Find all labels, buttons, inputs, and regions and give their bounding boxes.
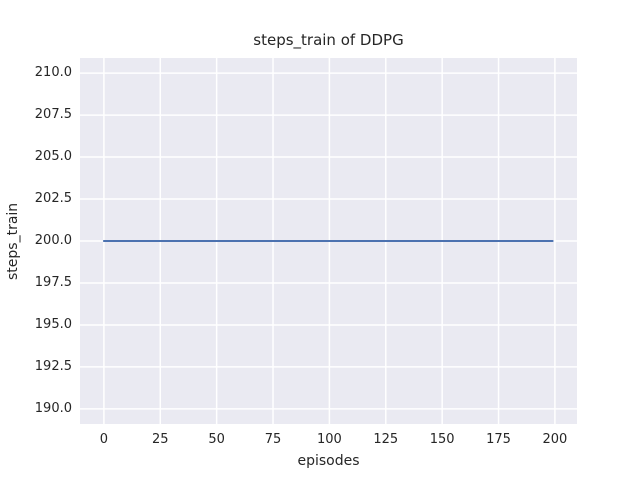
y-tick-label: 190.0	[34, 400, 72, 416]
y-tick-label: 197.5	[34, 274, 72, 290]
y-tick-label: 195.0	[34, 316, 72, 332]
x-tick-label: 100	[316, 432, 342, 447]
x-axis-label: episodes	[297, 453, 360, 469]
x-tick-label: 175	[486, 432, 511, 447]
x-tick-label: 200	[542, 432, 568, 447]
y-tick-label: 205.0	[34, 149, 72, 165]
x-tick-label: 50	[208, 432, 225, 447]
x-tick-label: 25	[151, 432, 169, 447]
plot-canvas	[80, 58, 577, 424]
x-tick-label: 150	[429, 432, 455, 447]
y-tick-label: 207.5	[34, 107, 72, 123]
y-tick-label: 200.0	[34, 233, 72, 248]
y-tick-label: 202.5	[34, 191, 72, 207]
x-tick-label: 125	[373, 432, 399, 447]
x-tick-label: 75	[264, 432, 282, 447]
plot-area	[80, 58, 577, 424]
y-tick-label: 192.5	[34, 358, 72, 374]
chart-title: steps_train of DDPG	[253, 31, 404, 49]
x-tick-label: 0	[99, 432, 109, 447]
y-tick-label: 210.0	[34, 65, 72, 81]
